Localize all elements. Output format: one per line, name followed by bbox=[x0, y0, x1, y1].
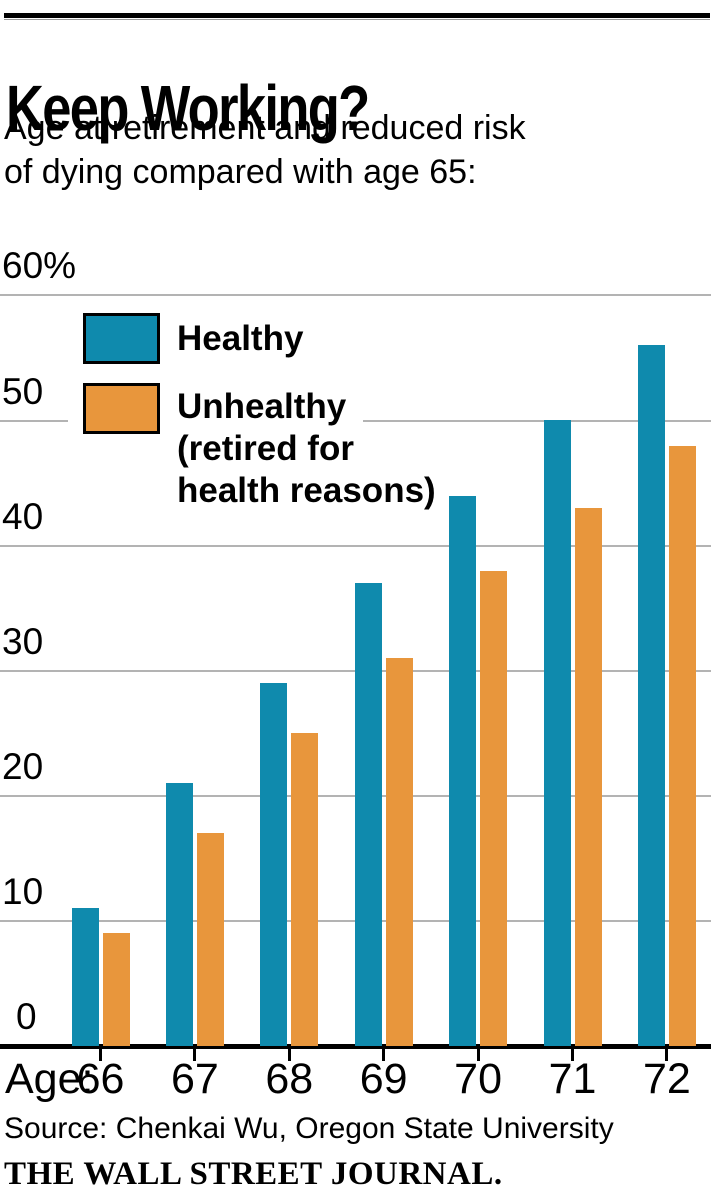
bar-healthy-68 bbox=[260, 683, 288, 1046]
bar-healthy-66 bbox=[71, 908, 99, 1046]
bar-unhealthy-69 bbox=[385, 658, 413, 1046]
x-axis-tick-67 bbox=[193, 1049, 197, 1061]
x-axis-tick-70 bbox=[476, 1049, 480, 1061]
bar-unhealthy-71 bbox=[574, 508, 602, 1046]
chart-subtitle: Age at retirement and reduced risk of dy… bbox=[4, 106, 526, 194]
bar-unhealthy-72 bbox=[668, 446, 696, 1046]
y-axis-label-40: 40 bbox=[2, 495, 44, 537]
bar-unhealthy-67 bbox=[196, 833, 224, 1046]
top-rule-thin bbox=[4, 19, 710, 20]
x-axis-label-69: 69 bbox=[359, 1055, 408, 1103]
x-axis-tick-66 bbox=[99, 1049, 102, 1061]
x-axis-label-70: 70 bbox=[454, 1055, 503, 1103]
legend-unhealthy-line-3: health reasons) bbox=[177, 471, 436, 510]
x-axis-label-72: 72 bbox=[642, 1055, 691, 1103]
page-title: Keep Working? bbox=[6, 71, 370, 144]
x-axis-prefix-label: Age: bbox=[5, 1055, 94, 1103]
bar-unhealthy-68 bbox=[291, 733, 319, 1046]
x-axis-tick-71 bbox=[571, 1049, 574, 1061]
x-axis-tick-72 bbox=[665, 1049, 669, 1061]
wsj-credit: THE WALL STREET JOURNAL. bbox=[4, 1156, 503, 1192]
bar-unhealthy-66 bbox=[102, 933, 130, 1046]
x-axis-label-66: 66 bbox=[76, 1055, 125, 1103]
y-axis-label-20: 20 bbox=[2, 745, 44, 787]
gridline-60 bbox=[0, 294, 711, 297]
x-axis-tick-69 bbox=[382, 1049, 386, 1061]
subtitle-line-1: Age at retirement and reduced risk bbox=[4, 109, 526, 147]
y-axis-label-30: 30 bbox=[2, 620, 44, 662]
bar-healthy-71 bbox=[543, 420, 571, 1046]
x-axis-label-67: 67 bbox=[170, 1055, 219, 1103]
x-axis-line bbox=[0, 1044, 711, 1049]
subtitle-line-2: of dying compared with age 65: bbox=[4, 153, 477, 191]
y-axis-label-60: 60% bbox=[2, 245, 77, 287]
legend-unhealthy-line-2: (retired for bbox=[177, 429, 354, 468]
legend-label-unhealthy: Unhealthy (retired for health reasons) bbox=[177, 386, 436, 512]
gridline-40 bbox=[0, 544, 711, 547]
legend-label-healthy: Healthy bbox=[177, 319, 304, 358]
bar-healthy-67 bbox=[165, 783, 193, 1046]
legend-swatch-healthy bbox=[83, 313, 160, 364]
x-axis-tick-68 bbox=[287, 1049, 291, 1061]
x-axis-label-71: 71 bbox=[548, 1055, 597, 1103]
bar-healthy-72 bbox=[637, 345, 665, 1046]
bar-healthy-69 bbox=[354, 583, 382, 1046]
legend-unhealthy-line-1: Unhealthy bbox=[177, 387, 347, 426]
legend-swatch-unhealthy bbox=[83, 383, 160, 434]
y-axis-label-50: 50 bbox=[2, 370, 44, 412]
source-line: Source: Chenkai Wu, Oregon State Univers… bbox=[4, 1112, 614, 1145]
y-axis-label-0: 0 bbox=[16, 996, 37, 1037]
bar-healthy-70 bbox=[449, 496, 477, 1046]
bar-unhealthy-70 bbox=[480, 571, 508, 1046]
x-axis-label-68: 68 bbox=[265, 1055, 314, 1103]
top-rule bbox=[4, 13, 710, 18]
y-axis-label-10: 10 bbox=[2, 870, 44, 912]
